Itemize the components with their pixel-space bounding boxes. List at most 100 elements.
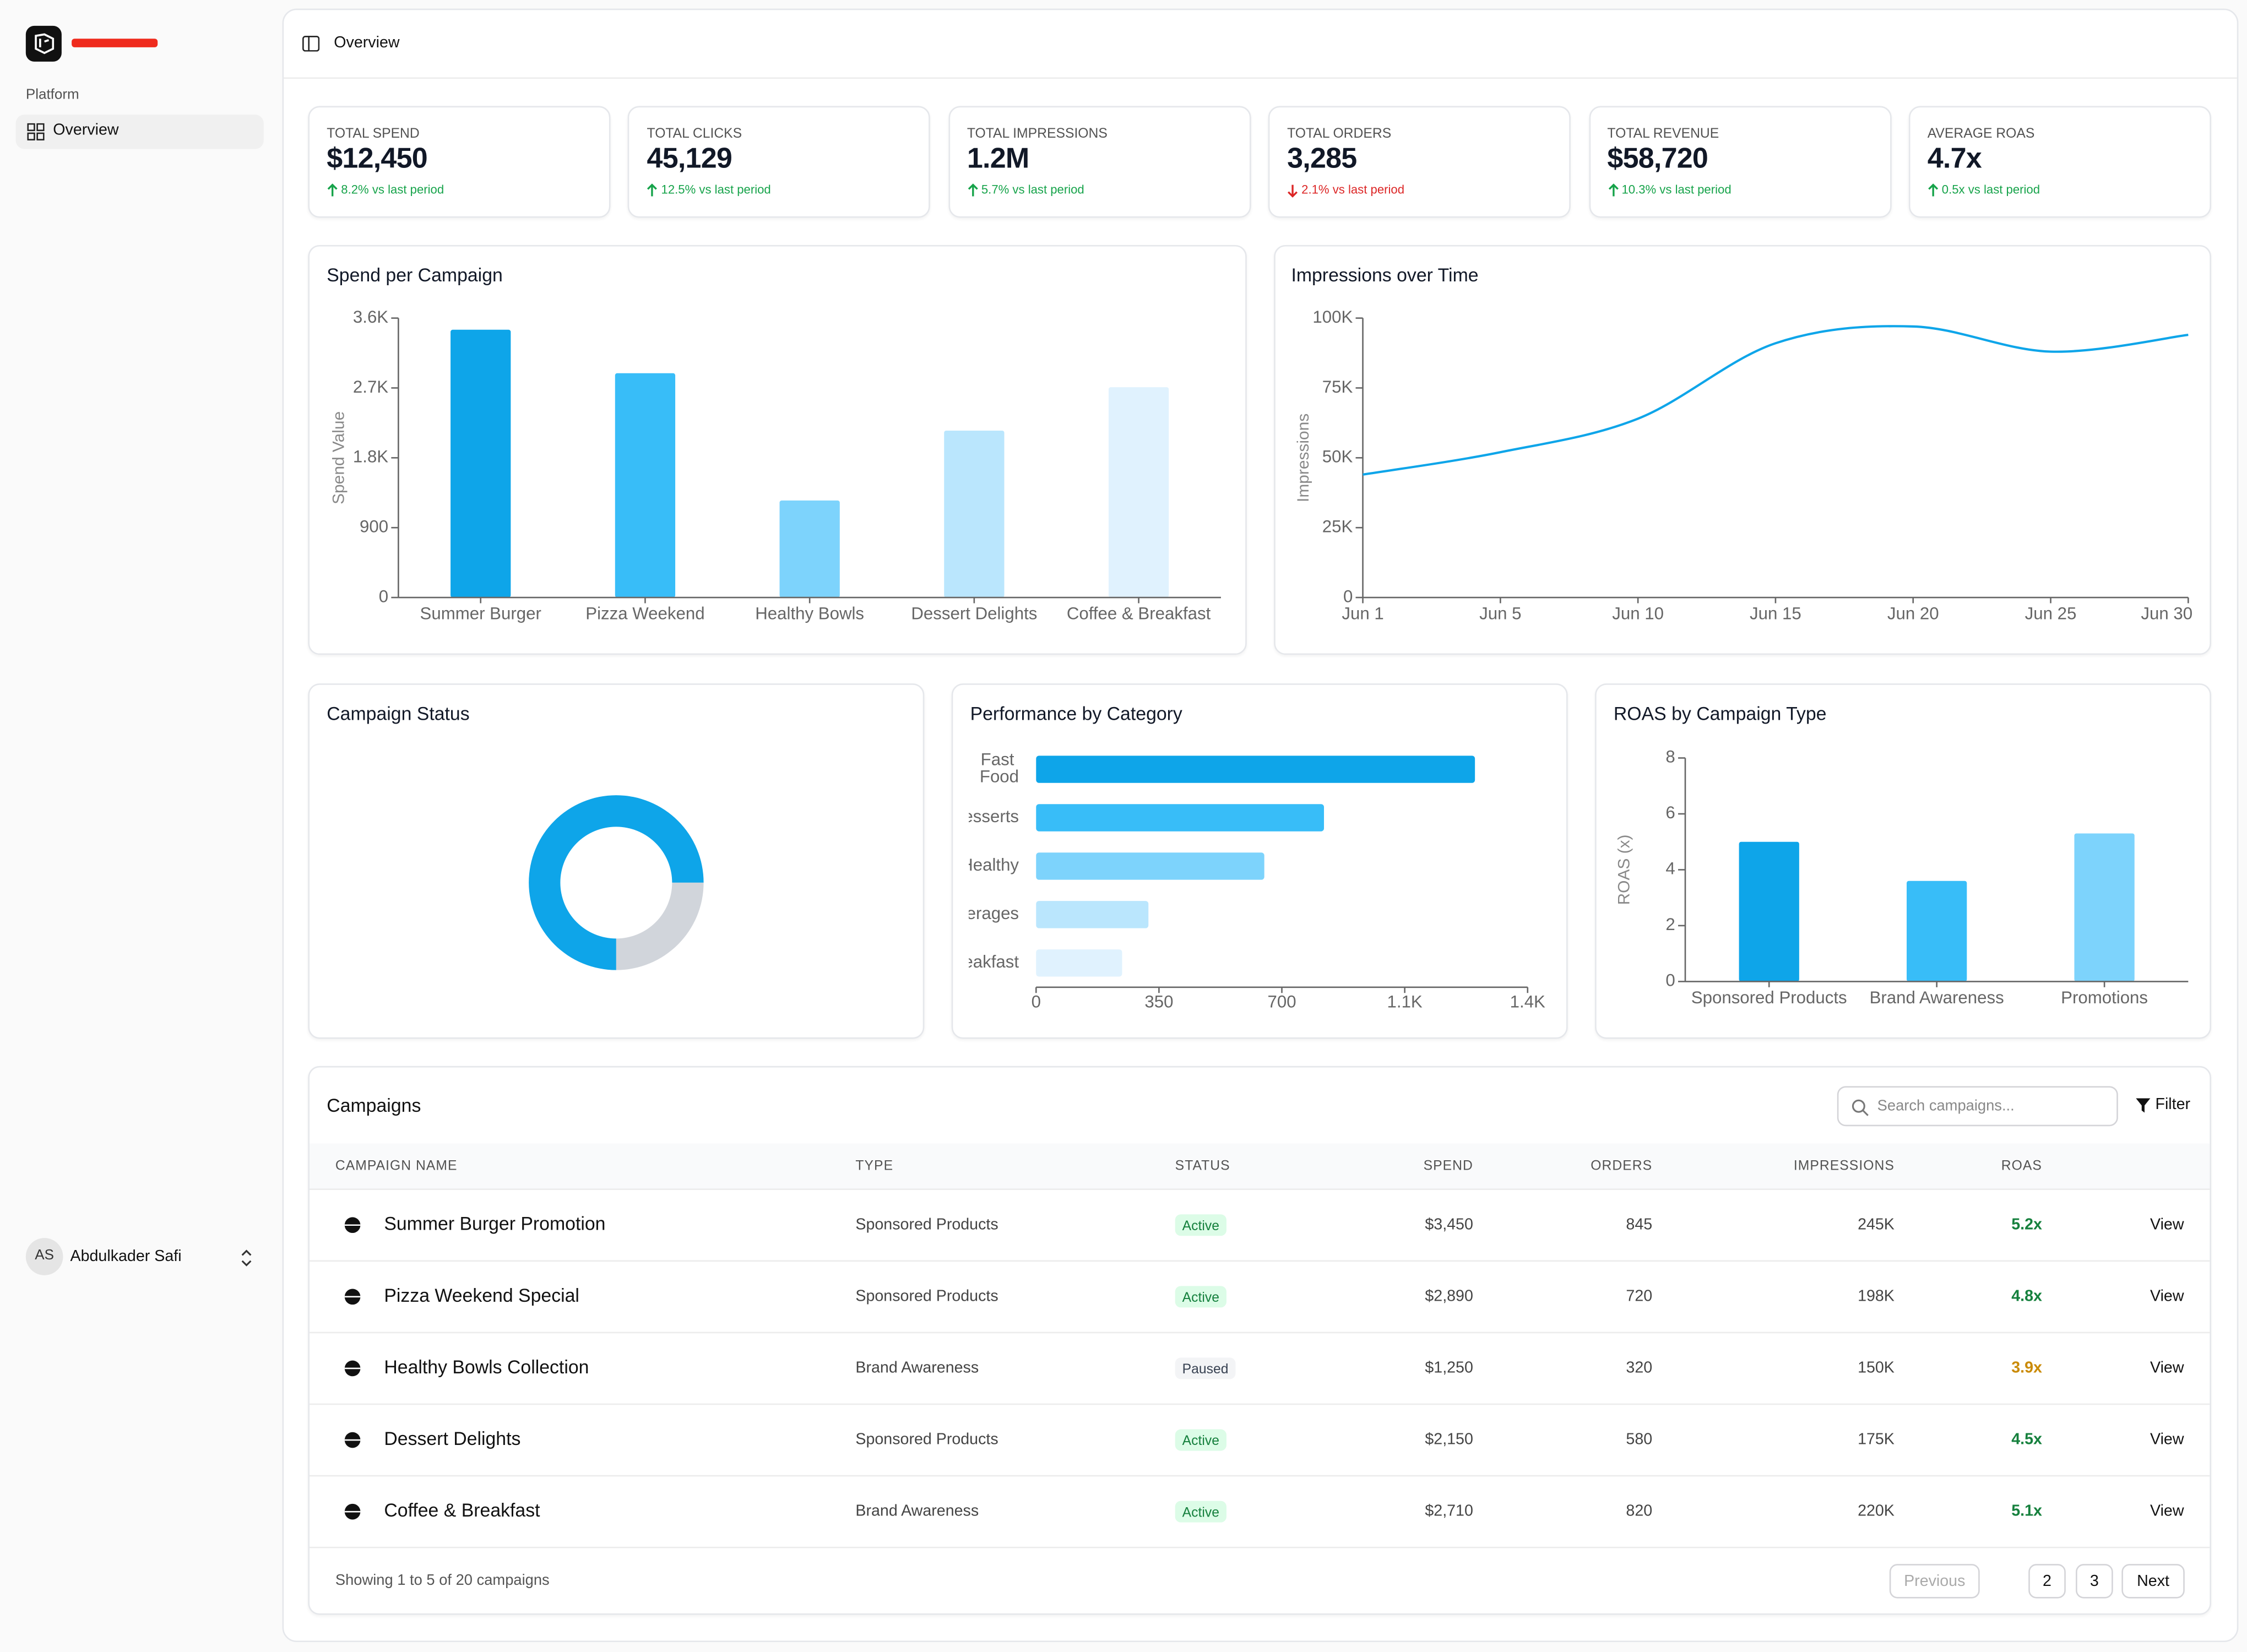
kpi-label: TOTAL CLICKS [647,126,742,142]
nav-label: Overview [53,122,119,139]
page-button[interactable] [2121,1564,2185,1599]
column-header: STATUS [1175,1159,1230,1173]
bar [1108,387,1169,598]
view-link[interactable]: View [2150,1502,2184,1520]
nav-section: Platform [25,87,79,104]
table-cell: Pizza Weekend Special [384,1285,579,1306]
x-tick-label: Jun 25 [2025,604,2077,623]
x-tick-label: Jun 5 [1479,604,1521,623]
x-tick-label: 0 [1032,992,1041,1012]
kpi-change-text: 12.5% vs last period [661,182,771,197]
x-tick-label: Jun 10 [1612,604,1664,623]
view-link[interactable]: View [2150,1431,2184,1448]
page-button[interactable] [2028,1564,2066,1599]
trend-arrow [1608,183,1618,197]
table-cell: 150K [1858,1359,1895,1377]
x-tick-label: Summer Burger [420,604,541,623]
logo-icon [35,33,55,55]
x-tick-label: Jun 15 [1750,604,1801,623]
kpi-card: TOTAL REVENUE $58,720 10.3% vs last period [1588,106,1891,218]
y-axis-title: ROAS (x) [1615,834,1633,905]
nav-icon [27,123,45,140]
column-header: ROAS [2001,1159,2042,1173]
table-title: Campaigns [327,1094,421,1116]
page-button-label[interactable]: Previous [1904,1572,1965,1590]
x-tick-label: Jun 20 [1887,604,1939,623]
table-cell: 580 [1626,1431,1652,1448]
trend-arrow [1288,184,1298,198]
chart-title: Spend per Campaign [327,265,503,286]
x-tick-label: Pizza Weekend [585,604,704,623]
status-text: Active [1182,1505,1219,1520]
bar [615,373,676,598]
bar [1739,841,1799,982]
y-tick-label: 4 [1665,859,1675,878]
logo [25,25,62,62]
status-text: Active [1182,1219,1219,1233]
table-cell: 4.8x [2011,1287,2042,1305]
kpi-label: TOTAL IMPRESSIONS [967,126,1108,142]
bar [1036,804,1325,832]
y-tick-label: 6 [1665,803,1675,822]
view-link[interactable]: View [2150,1359,2184,1377]
table-cell: $3,450 [1425,1215,1473,1233]
table-cell: 5.1x [2011,1502,2042,1520]
kpi-change-text: 10.3% vs last period [1621,182,1732,197]
chart-title: Performance by Category [970,703,1182,724]
column-header: SPEND [1424,1159,1473,1173]
table-cell: 845 [1626,1215,1652,1233]
bar [1907,881,1967,982]
page-title: Overview [334,34,400,52]
kpi-value: $58,720 [1607,143,1708,175]
kpi-label: TOTAL SPEND [327,126,420,142]
y-tick-label: Fast Food [980,750,1019,786]
page-button-label[interactable]: 3 [2090,1572,2099,1590]
kpi-card: TOTAL IMPRESSIONS 1.2M 5.7% vs last period [948,106,1251,218]
sidebar-toggle[interactable] [302,36,320,52]
search-icon [1852,1099,1869,1116]
y-axis-title: Impressions [1294,414,1312,502]
bar [944,431,1005,598]
user-name: Abdulkader Safi [70,1248,182,1265]
table-header-bg [310,1143,2210,1189]
table-footer: Showing 1 to 5 of 20 campaigns [335,1572,550,1589]
table-cell: $1,250 [1425,1359,1473,1377]
status-badge [1175,1429,1226,1451]
kpi-card: TOTAL ORDERS 3,285 2.1% vs last period [1268,106,1571,218]
table-cell: Healthy Bowls Collection [384,1357,589,1378]
table-cell: 720 [1626,1287,1652,1305]
bar [1036,949,1122,977]
table-cell: 820 [1626,1502,1652,1520]
y-tick-label: 3.6K [353,307,388,327]
status-badge [1175,1357,1236,1379]
y-tick-label: 8 [1665,747,1675,767]
kpi-change-text: 8.2% vs last period [341,182,444,197]
sidebar: Platform Overview AS Abdulkader Safi [0,0,283,1652]
donut-slice [529,795,704,970]
y-tick-label: 900 [360,517,388,536]
nav-item[interactable]: Overview [15,115,264,149]
x-tick-label: 350 [1144,992,1173,1012]
table-cell: Dessert Delights [384,1428,520,1449]
page-button-label[interactable]: Next [2137,1572,2169,1590]
x-tick-label: Jun 1 [1342,604,1383,623]
chart-title: Campaign Status [327,703,469,724]
status-text: Active [1182,1290,1219,1305]
trend-arrow [647,183,658,197]
trend-arrow [327,183,338,197]
table-cell: $2,890 [1425,1287,1473,1305]
kpi-value: 3,285 [1287,143,1357,175]
view-link[interactable]: View [2150,1287,2184,1305]
chart-title: Impressions over Time [1291,265,1478,286]
page-button[interactable] [1889,1564,1980,1599]
bar [1036,852,1264,880]
column-header: CAMPAIGN NAME [335,1159,458,1173]
table-cell: Sponsored Products [855,1287,998,1305]
page-button[interactable] [2076,1564,2113,1599]
user-menu[interactable]: AS Abdulkader Safi [25,1238,269,1278]
view-link[interactable]: View [2150,1215,2184,1233]
page-button-label[interactable]: 2 [2043,1572,2051,1590]
search-box[interactable]: Search campaigns... [1837,1086,2118,1127]
search-placeholder: Search campaigns... [1877,1097,2015,1115]
